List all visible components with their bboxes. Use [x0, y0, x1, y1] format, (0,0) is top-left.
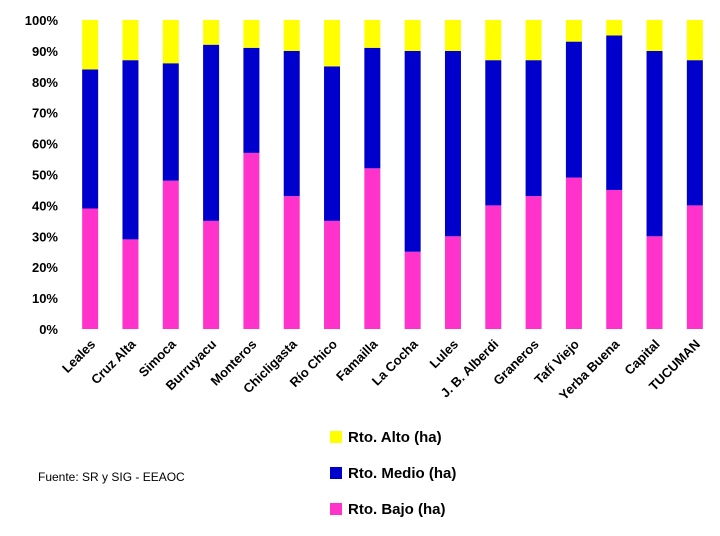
bar-segment-medio: [606, 35, 623, 190]
y-tick-label: 0%: [39, 322, 58, 337]
bar-segment-medio: [364, 47, 381, 169]
bar-segment-alto: [444, 20, 461, 51]
bar-segment-alto: [364, 20, 381, 48]
bar-segment-bajo: [565, 177, 582, 329]
stacked-bar-chart: 0% 10% 20% 30% 40% 50% 60% 70% 80% 90% 100% Leales…: [25, 13, 703, 403]
bar-segment-alto: [565, 20, 582, 42]
bar-segment-bajo: [525, 196, 542, 329]
bar-segment-bajo: [686, 205, 703, 329]
bar-segment-medio: [203, 44, 220, 221]
y-tick-label: 100%: [25, 13, 59, 28]
legend-swatch-medio: [330, 467, 342, 479]
bar-segment-alto: [606, 20, 623, 36]
legend-label-alto: Rto. Alto (ha): [348, 428, 442, 446]
bar-segment-alto: [243, 20, 260, 48]
legend-swatch-bajo: [330, 503, 342, 515]
bar-segment-alto: [122, 20, 139, 61]
legend-label-bajo: Rto. Bajo (ha): [348, 500, 446, 518]
legend: Rto. Alto (ha) Rto. Medio (ha) Rto. Bajo…: [330, 428, 456, 536]
bar-segment-bajo: [606, 189, 623, 329]
bar-segment-alto: [82, 20, 99, 70]
bar-segment-alto: [686, 20, 703, 61]
y-tick-label: 80%: [32, 75, 58, 90]
legend-item-alto: Rto. Alto (ha): [330, 428, 456, 446]
bar-segment-medio: [243, 47, 260, 153]
bar-segment-medio: [686, 60, 703, 206]
bar-segment-bajo: [485, 205, 502, 329]
y-tick-label: 70%: [32, 106, 58, 121]
bar-segment-bajo: [283, 196, 300, 329]
bar-segment-bajo: [162, 180, 179, 329]
bar-segment-bajo: [82, 208, 99, 329]
bar-segment-medio: [525, 60, 542, 197]
bars: [82, 20, 703, 329]
bar-segment-medio: [324, 66, 341, 221]
bar-segment-alto: [525, 20, 542, 61]
bar-segment-bajo: [646, 236, 663, 329]
bar-segment-alto: [203, 20, 220, 45]
bar-segment-bajo: [203, 220, 220, 329]
bar-segment-alto: [162, 20, 179, 64]
bar-segment-bajo: [404, 251, 421, 329]
bar-segment-medio: [122, 60, 139, 240]
y-tick-label: 30%: [32, 229, 58, 244]
bar-segment-medio: [162, 63, 179, 181]
bar-segment-medio: [565, 41, 582, 178]
y-tick-label: 40%: [32, 198, 58, 213]
bar-segment-medio: [404, 50, 421, 252]
bar-segment-bajo: [122, 239, 139, 329]
x-tick-label: Leales: [59, 337, 98, 376]
source-note: Fuente: SR y SIG - EEAOC: [38, 470, 185, 484]
y-axis: 0% 10% 20% 30% 40% 50% 60% 70% 80% 90% 100%: [25, 13, 59, 337]
bar-segment-alto: [283, 20, 300, 51]
legend-swatch-alto: [330, 431, 342, 443]
bar-segment-alto: [485, 20, 502, 61]
bar-segment-bajo: [243, 152, 260, 329]
bar-segment-alto: [324, 20, 341, 67]
y-tick-label: 50%: [32, 168, 58, 183]
x-tick-label: Lules: [426, 337, 461, 372]
bar-segment-bajo: [364, 168, 381, 329]
legend-item-bajo: Rto. Bajo (ha): [330, 500, 456, 518]
bar-segment-alto: [646, 20, 663, 51]
bar-segment-medio: [82, 69, 99, 209]
legend-label-medio: Rto. Medio (ha): [348, 464, 457, 482]
y-tick-label: 20%: [32, 260, 58, 275]
y-tick-label: 60%: [32, 137, 58, 152]
x-tick-label: Cruz Alta: [88, 336, 139, 387]
bar-segment-bajo: [324, 220, 341, 329]
y-tick-label: 10%: [32, 291, 58, 306]
bar-segment-medio: [485, 60, 502, 206]
bar-segment-bajo: [444, 236, 461, 329]
legend-item-medio: Rto. Medio (ha): [330, 464, 456, 482]
bar-segment-alto: [404, 20, 421, 51]
bar-segment-medio: [646, 50, 663, 237]
bar-segment-medio: [283, 50, 300, 197]
bar-segment-medio: [444, 50, 461, 237]
y-tick-label: 90%: [32, 44, 58, 59]
